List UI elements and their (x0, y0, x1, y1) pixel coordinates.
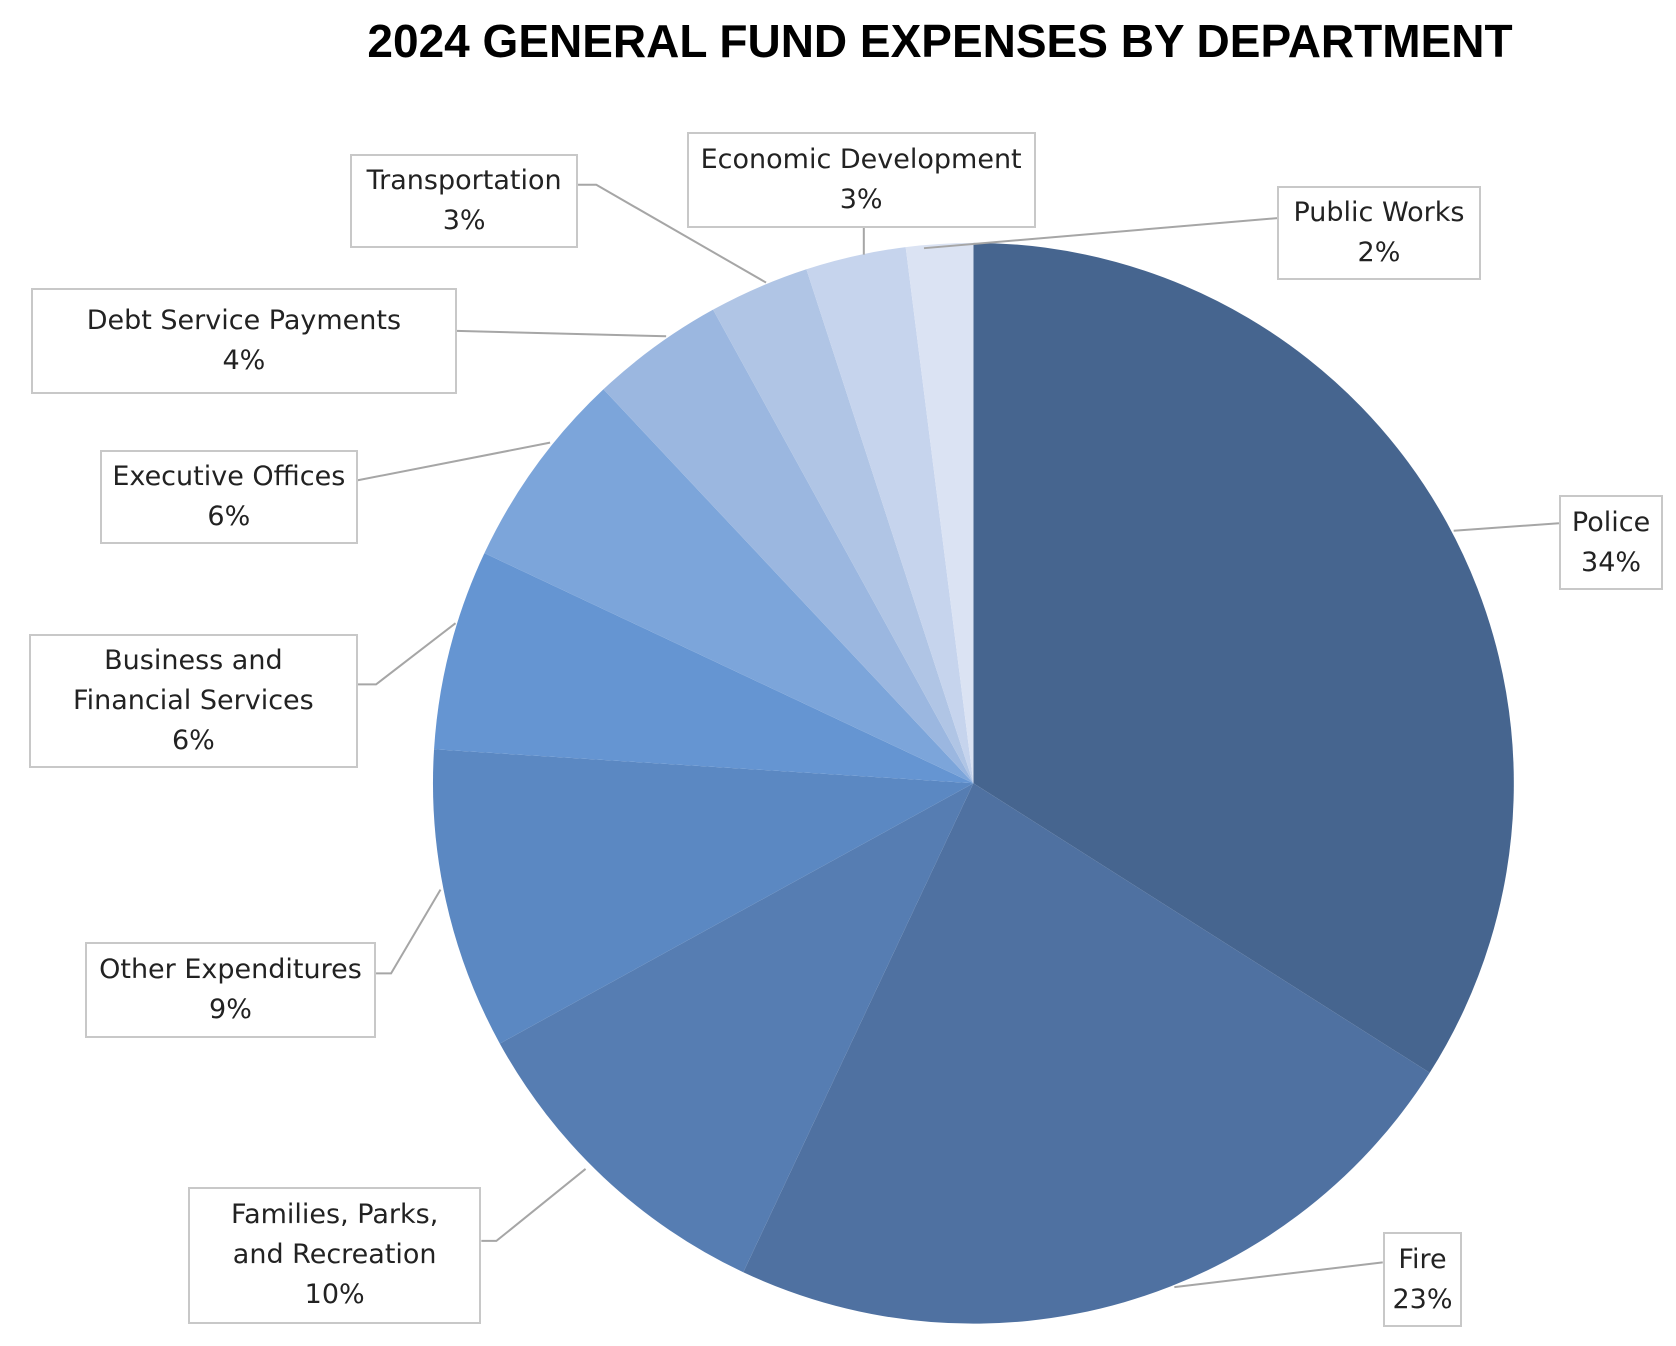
leader-line (357, 441, 551, 482)
leader-line (481, 1168, 587, 1242)
data-label-value: 3% (839, 183, 883, 215)
pie-slice-other-expenditures (432, 749, 974, 1044)
pie-slice-debt-service-payments (603, 309, 974, 784)
leader-line (923, 217, 1278, 250)
leader-line (456, 329, 667, 338)
leader-line (357, 622, 457, 686)
data-label-category: Families, Parks, and Recreation (231, 1199, 439, 1271)
leader-line (1174, 1261, 1383, 1289)
data-label: Other Expenditures 9% (84, 942, 377, 1038)
leader-line (376, 889, 442, 975)
data-label: Fire 23% (1382, 1232, 1463, 1327)
data-label-value: 23% (1392, 1283, 1453, 1315)
data-label: Business and Financial Services 6% (29, 633, 358, 769)
pie-slice-families-parks-and-recreation (499, 783, 974, 1273)
data-label: Police 34% (1558, 495, 1664, 590)
pie-slice-transportation (713, 269, 974, 784)
pie-slice-police (973, 242, 1514, 1073)
data-label-category: Police (1571, 506, 1651, 538)
data-label-value: 6% (207, 500, 251, 532)
data-label: Families, Parks, and Recreation 10% (188, 1187, 482, 1324)
data-label-value: 2% (1357, 237, 1401, 269)
leader-line (578, 183, 767, 284)
data-label: Public Works 2% (1277, 185, 1481, 281)
data-label-value: 34% (1581, 546, 1642, 578)
data-label-category: Debt Service Payments (86, 305, 402, 337)
data-label-category: Economic Development (700, 143, 1022, 175)
pie-slice-public-works (905, 242, 974, 784)
data-label-category: Fire (1398, 1243, 1447, 1275)
pie-slice-economic-development (806, 247, 974, 784)
data-label: Economic Development 3% (686, 132, 1036, 228)
data-label-value: 10% (304, 1279, 365, 1311)
data-label: Debt Service Payments 4% (31, 287, 457, 395)
pie-slice-executive-offices (484, 389, 974, 784)
data-label-value: 9% (209, 994, 252, 1026)
data-label-category: Other Expenditures (99, 954, 362, 986)
data-label-category: Executive Offices (112, 460, 346, 492)
data-label-category: Transportation (366, 164, 562, 196)
data-label-value: 6% (171, 725, 215, 757)
chart-title: 2024 GENERAL FUND EXPENSES BY DEPARTMENT (367, 15, 1513, 67)
data-label-category: Public Works (1293, 197, 1465, 229)
data-label-value: 3% (442, 204, 486, 236)
data-label: Executive Offices 6% (99, 450, 358, 544)
data-label-value: 4% (222, 345, 266, 377)
pie-slice-fire (743, 783, 1430, 1324)
leader-line (1453, 522, 1560, 532)
pie-slice-business-and-financial-services (434, 553, 974, 784)
data-label-category: Business and Financial Services (73, 645, 314, 717)
data-label: Transportation 3% (350, 153, 579, 249)
